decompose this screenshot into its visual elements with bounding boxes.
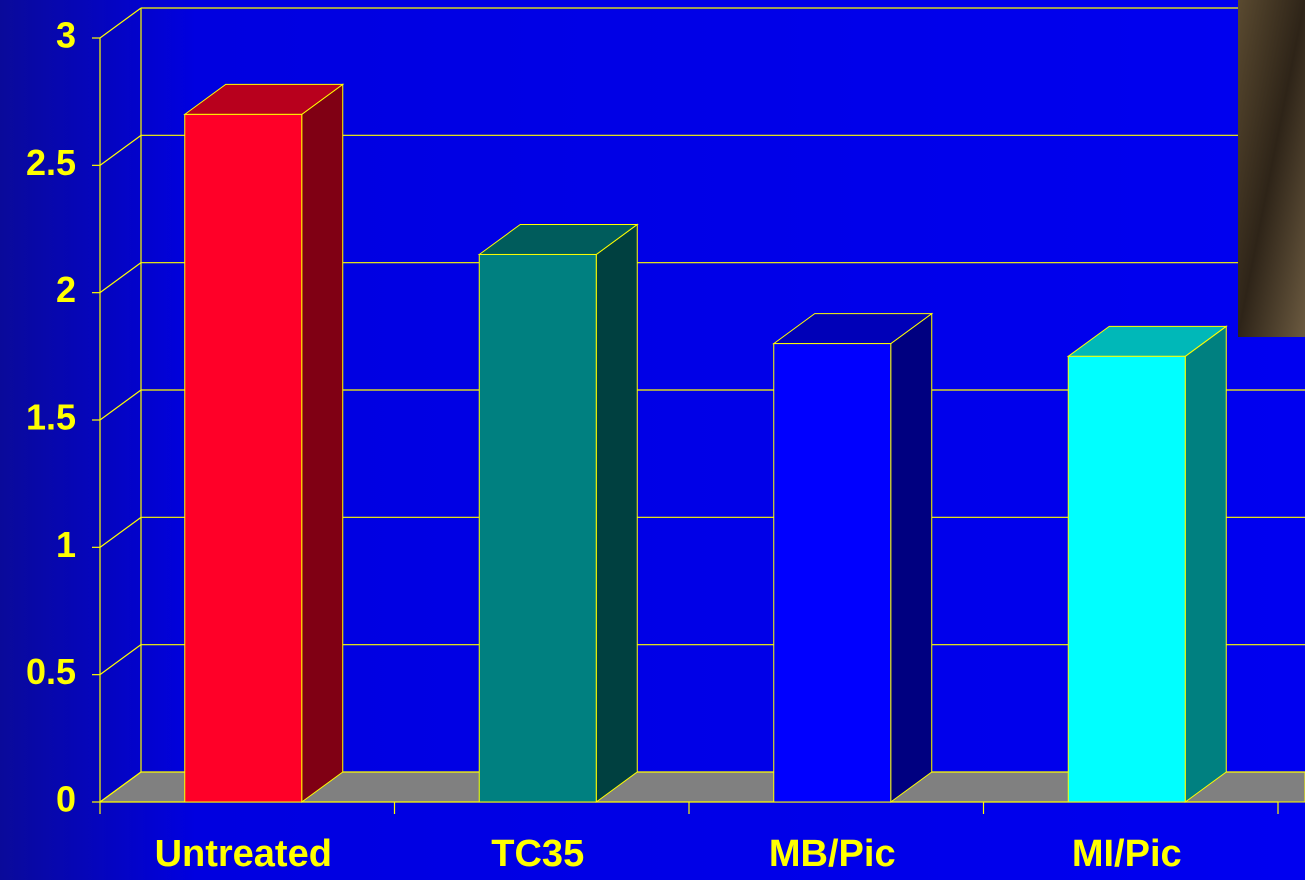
y-tick-label: 0.5 bbox=[26, 651, 76, 692]
bar-side bbox=[1184, 325, 1227, 803]
bar-side bbox=[301, 83, 344, 803]
y-tick-label: 3 bbox=[56, 15, 76, 56]
x-tick-label: TC35 bbox=[491, 833, 584, 875]
y-tick-label: 1.5 bbox=[26, 397, 76, 438]
grid-diagonal bbox=[99, 262, 142, 294]
bar-side bbox=[890, 312, 933, 803]
bar-side bbox=[595, 223, 638, 803]
y-tick-label: 2 bbox=[56, 269, 76, 310]
bar bbox=[184, 113, 303, 803]
grid-diagonal bbox=[99, 7, 142, 39]
y-tick-label: 1 bbox=[56, 524, 76, 565]
x-tick-label: MB/Pic bbox=[769, 833, 896, 875]
photo bbox=[1238, 0, 1305, 337]
x-tick-label: MI/Pic bbox=[1072, 833, 1182, 875]
y-tick-label: 2.5 bbox=[26, 142, 76, 183]
grid-diagonal bbox=[99, 644, 142, 676]
grid-diagonal bbox=[99, 389, 142, 421]
bar bbox=[478, 253, 597, 803]
x-tick-label: Untreated bbox=[155, 833, 332, 875]
bar bbox=[773, 343, 892, 803]
bar bbox=[1067, 355, 1186, 803]
y-tick-label: 0 bbox=[56, 779, 76, 820]
grid-diagonal bbox=[99, 516, 142, 548]
grid-diagonal bbox=[99, 771, 142, 803]
grid-diagonal bbox=[99, 134, 142, 166]
plot-area: 0 0.5 1 1.5 2 2.5 3 Untreated TC35 MB/Pic MI/Pic bbox=[26, 7, 1305, 875]
